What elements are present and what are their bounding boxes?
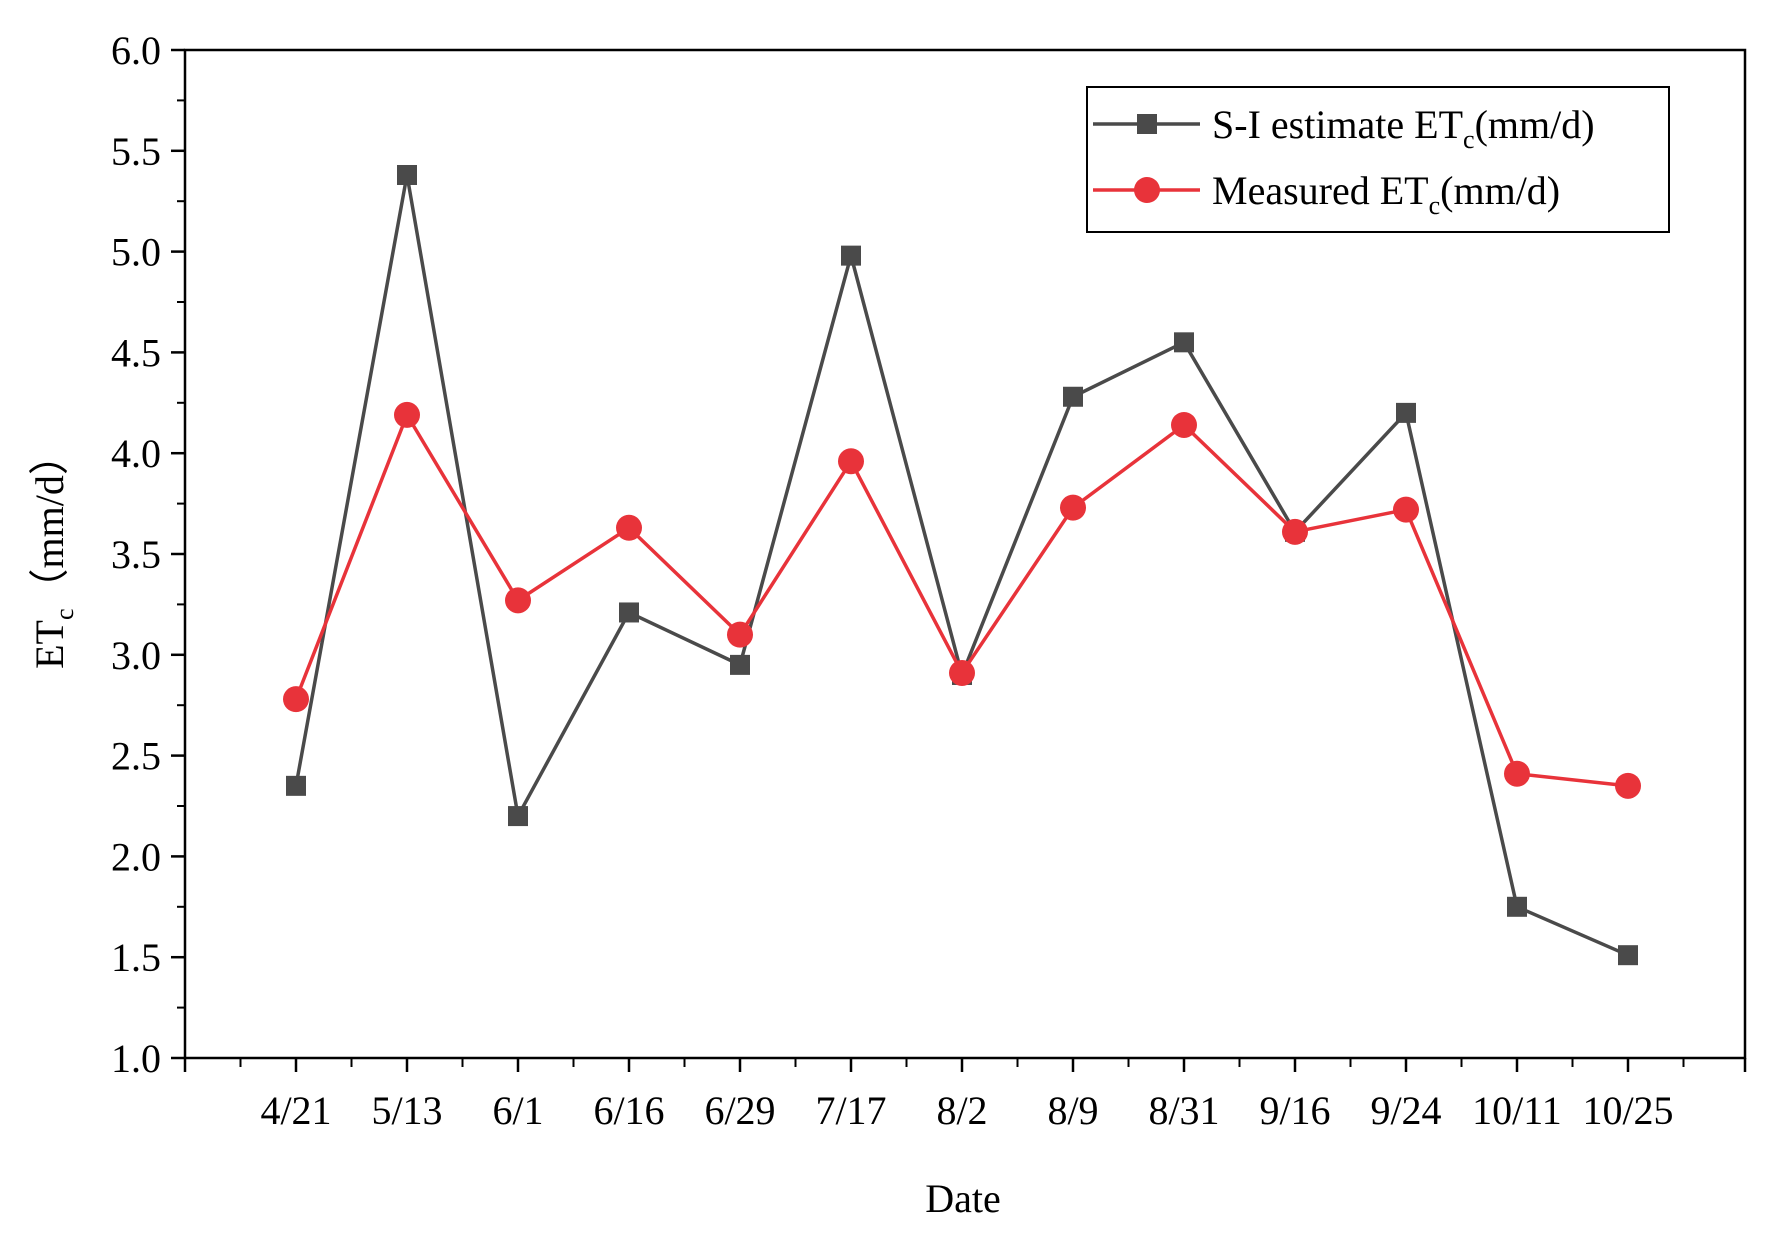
legend-label-measured-sub: c — [1429, 191, 1441, 220]
x-tick-label: 5/13 — [371, 1088, 442, 1133]
series-layer — [283, 164, 1641, 966]
legend-label-si-estimate: S-I estimate ETc(mm/d) — [1212, 102, 1595, 154]
legend-label-measured-main: Measured ET — [1212, 168, 1429, 213]
y-tick-label: 2.0 — [111, 834, 161, 879]
data-point-circle — [727, 621, 753, 648]
legend-label-measured-unit: (mm/d) — [1440, 168, 1560, 213]
data-point-circle — [949, 659, 975, 686]
data-point-square — [1507, 896, 1527, 917]
data-point-square — [619, 602, 639, 623]
legend-label-si-estimate-main: S-I estimate ET — [1212, 102, 1463, 147]
data-point-circle — [505, 587, 531, 614]
data-point-square — [1396, 402, 1416, 423]
data-point-square — [1174, 332, 1194, 353]
x-tick-label: 6/16 — [593, 1088, 664, 1133]
y-tick-label: 1.5 — [111, 935, 161, 980]
x-axis: 4/21 5/13 6/1 6/16 6/29 7/17 8/2 8/9 8/31 9/16 9/2… — [183, 1058, 1747, 1133]
legend: S-I estimate ETc(mm/d) Measured ETc(mm/d… — [1086, 86, 1670, 233]
x-tick-label: 6/29 — [704, 1088, 775, 1133]
series-measured — [283, 401, 1641, 799]
y-axis-title-unit: （mm/d） — [27, 435, 72, 608]
x-tick-label: 7/17 — [815, 1088, 886, 1133]
x-tick-label: 4/21 — [260, 1088, 331, 1133]
y-axis-title-sub: c — [50, 608, 79, 620]
data-point-circle — [283, 686, 309, 713]
x-tick-label: 6/1 — [492, 1088, 543, 1133]
data-point-square — [1618, 945, 1638, 966]
data-point-square — [397, 164, 417, 185]
data-point-circle — [1171, 411, 1197, 438]
x-tick-label: 8/31 — [1148, 1088, 1219, 1133]
y-tick-label: 1.0 — [111, 1036, 161, 1081]
data-point-circle — [1060, 494, 1086, 521]
x-axis-title: Date — [925, 1176, 1001, 1221]
data-point-square — [841, 245, 861, 266]
x-tick-label: 9/16 — [1259, 1088, 1330, 1133]
x-tick-label: 8/2 — [936, 1088, 987, 1133]
x-tick-label: 8/9 — [1047, 1088, 1098, 1133]
legend-marker-si-estimate — [1137, 114, 1157, 134]
y-tick-label: 5.5 — [111, 129, 161, 174]
y-tick-label: 2.5 — [111, 734, 161, 779]
data-point-circle — [1615, 772, 1641, 799]
data-point-circle — [838, 448, 864, 475]
y-tick-label: 4.5 — [111, 330, 161, 375]
data-point-square — [730, 654, 750, 675]
y-tick-label: 3.5 — [111, 532, 161, 577]
legend-item-si-estimate: S-I estimate ETc(mm/d) — [1093, 102, 1595, 154]
data-point-square — [286, 775, 306, 796]
data-point-circle — [394, 401, 420, 428]
data-point-square — [1063, 386, 1083, 407]
y-axis: 1.0 1.5 2.0 2.5 3.0 3.5 4.0 4.5 5.0 5.5 6.0 — [111, 28, 185, 1081]
y-tick-label: 6.0 — [111, 28, 161, 73]
legend-label-si-estimate-unit: (mm/d) — [1475, 102, 1595, 147]
data-point-square — [508, 806, 528, 827]
legend-box — [1086, 86, 1670, 233]
data-point-circle — [1393, 496, 1419, 523]
y-tick-label: 4.0 — [111, 431, 161, 476]
data-point-circle — [1282, 518, 1308, 545]
legend-item-measured: Measured ETc(mm/d) — [1093, 168, 1560, 220]
legend-marker-measured — [1134, 177, 1160, 203]
legend-label-si-estimate-sub: c — [1463, 125, 1475, 154]
legend-label-measured: Measured ETc(mm/d) — [1212, 168, 1560, 220]
x-tick-label: 9/24 — [1370, 1088, 1441, 1133]
y-axis-title: ETc（mm/d） — [27, 435, 79, 669]
y-axis-title-main: ET — [27, 620, 72, 669]
data-point-circle — [1504, 760, 1530, 787]
x-tick-label: 10/11 — [1472, 1088, 1562, 1133]
y-tick-label: 5.0 — [111, 230, 161, 275]
data-point-circle — [616, 514, 642, 541]
y-tick-label: 3.0 — [111, 633, 161, 678]
x-tick-label: 10/25 — [1582, 1088, 1673, 1133]
